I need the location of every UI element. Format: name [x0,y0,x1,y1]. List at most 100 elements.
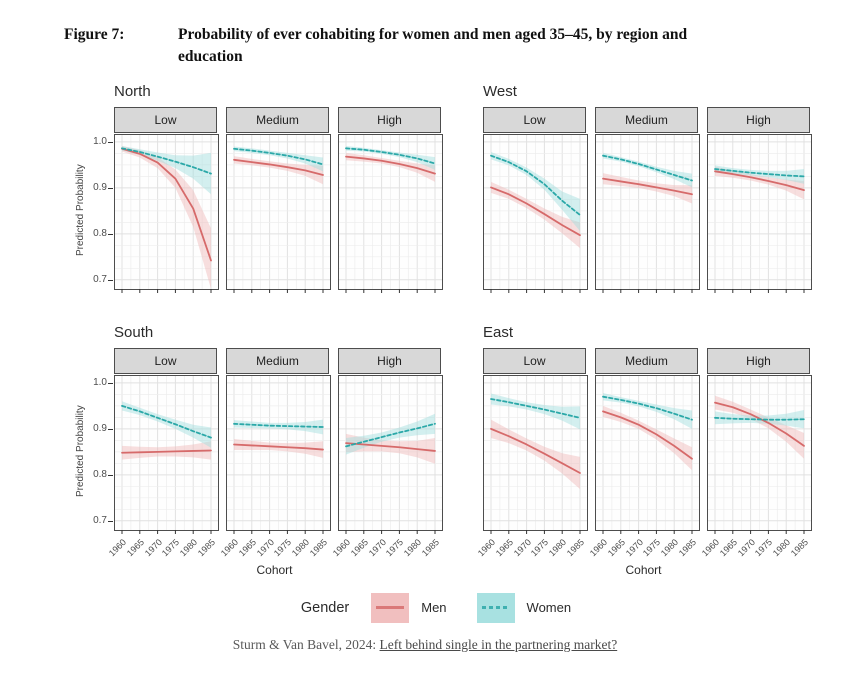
region-block-east: East Low 1960 1965 1970 1975 1980 1985 Medium 196… [476,323,812,577]
facet-strip: High [338,106,441,133]
legend-title: Gender [300,599,350,616]
facet-north-low: Low [114,106,219,293]
x-axis-labels: 1960 1965 1970 1975 1980 1985 [107,531,218,561]
chart-row-bottom: South Predicted Probability 1.0 0.9 0.8 0.7 Lo… [75,323,850,577]
y-axis-title: Predicted Probability [75,164,86,256]
block-body: Predicted Probability 1.0 0.9 0.8 0.7 Low 1960… [75,347,443,561]
facet-west-low: Low [483,106,588,293]
x-tick-label: 1980 [547,536,569,559]
x-tick-label: 1960 [475,536,498,559]
legend-swatch-women [476,592,515,623]
facet-south-high: High 1960 1965 1970 1975 1980 1985 [331,347,443,561]
region-title-east: East [483,323,514,341]
facet-strip: Low [114,106,217,133]
x-axis-labels: 1960 1965 1970 1975 1980 1985 [476,531,586,561]
x-tick-label: 1980 [290,536,312,559]
x-tick-label: 1965 [348,536,370,559]
y-tick-label: 0.8 [93,227,107,239]
facet-strip: High [707,347,810,374]
y-tick-label: 0.7 [93,514,107,526]
men-line-icon [376,606,405,610]
legend: Gender Men Women [40,592,850,623]
region-block-south: South Predicted Probability 1.0 0.9 0.8 0.7 Lo… [75,323,443,577]
facet-south-medium: Medium 1960 1965 1970 1975 1980 1985 [219,347,331,561]
facets: Low 1960 1965 1970 1975 1980 1985 Medium 1960 196… [107,347,443,561]
x-tick-label: 1970 [142,536,164,559]
block-body: Low Medium High [483,106,812,293]
facet-east-high: High 1960 1965 1970 1975 1980 1985 [700,347,812,561]
x-tick-label: 1985 [419,536,442,559]
facet-east-medium: Medium 1960 1965 1970 1975 1980 1985 [588,347,700,561]
facet-strip: Low [114,347,217,374]
x-tick-label: 1985 [788,536,811,559]
facet-strip: Low [483,347,586,374]
figure-label: Figure 7: [64,26,125,43]
x-tick-label: 1960 [587,536,610,559]
x-tick-label: 1965 [236,536,258,559]
y-tick-mark [108,141,113,143]
y-axis: Predicted Probability 1.0 0.9 0.8 0.7 [75,348,114,561]
x-tick-label: 1980 [402,536,424,559]
y-tick-mark [108,233,113,235]
footer-text: Sturm & Van Bavel, 2024: [232,636,380,652]
x-axis-labels: 1960 1965 1970 1975 1980 1985 [588,531,699,561]
x-axis-labels: 1960 1965 1970 1975 1980 1985 [219,531,330,561]
y-tick-mark [108,520,113,522]
x-tick-label: 1975 [753,536,775,559]
block-body: Predicted Probability 1.0 0.9 0.8 0.7 Low Medi… [75,106,443,293]
x-tick-label: 1970 [511,536,533,559]
facet-strip: Medium [226,106,329,133]
y-tick-label: 0.8 [93,468,107,480]
facet-east-low: Low 1960 1965 1970 1975 1980 1985 [476,347,588,561]
x-tick-label: 1980 [771,536,793,559]
facet-west-high: High [707,106,812,293]
facet-strip: High [338,347,441,374]
y-tick-label: 1.0 [93,135,107,147]
x-tick-label: 1985 [307,536,330,559]
x-tick-label: 1965 [493,536,515,559]
region-title-west: West [483,82,517,100]
women-line-icon [481,606,510,610]
x-tick-label: 1975 [529,536,551,559]
figure-caption: Figure 7: Probability of ever cohabiting… [0,0,850,69]
x-axis-title: Cohort [625,562,662,577]
y-axis: Predicted Probability 1.0 0.9 0.8 0.7 [75,107,114,290]
x-tick-label: 1980 [659,536,681,559]
facet-strip: Low [483,106,586,133]
region-title-south: South [114,323,154,341]
x-tick-label: 1980 [178,536,200,559]
x-tick-label: 1975 [160,536,182,559]
footer-citation: Sturm & Van Bavel, 2024: Left behind sin… [0,637,850,653]
y-tick-label: 0.9 [93,181,107,193]
x-tick-label: 1975 [641,536,663,559]
x-tick-label: 1975 [272,536,294,559]
x-tick-label: 1970 [366,536,388,559]
legend-swatch-men [371,592,410,623]
region-block-north: North Predicted Probability 1.0 0.9 0.8 0.7 Lo… [75,83,443,293]
block-body: Low 1960 1965 1970 1975 1980 1985 Medium 1960 196… [476,347,812,561]
x-tick-label: 1965 [605,536,627,559]
facet-strip: Medium [595,106,698,133]
legend-label-women: Women [526,600,572,616]
x-tick-label: 1985 [195,536,218,559]
facets: Low Medium High [114,106,443,293]
x-tick-label: 1960 [330,536,353,559]
facet-strip: High [707,106,810,133]
x-tick-label: 1970 [254,536,276,559]
footer-link[interactable]: Left behind single in the partnering mar… [379,636,618,652]
x-tick-label: 1970 [735,536,757,559]
y-tick-label: 0.9 [93,422,107,434]
facet-north-medium: Medium [226,106,331,293]
x-tick-label: 1985 [676,536,699,559]
chart-row-top: North Predicted Probability 1.0 0.9 0.8 0.7 Lo… [75,82,850,293]
y-tick-mark [108,279,113,281]
y-tick-label: 0.7 [93,273,107,285]
facets: Low Medium High [483,106,812,293]
y-axis-title: Predicted Probability [75,405,86,497]
facet-north-high: High [338,106,443,293]
facet-strip: Medium [595,347,698,374]
x-tick-label: 1960 [699,536,722,559]
y-tick-mark [108,474,113,476]
y-tick-mark [108,382,113,384]
